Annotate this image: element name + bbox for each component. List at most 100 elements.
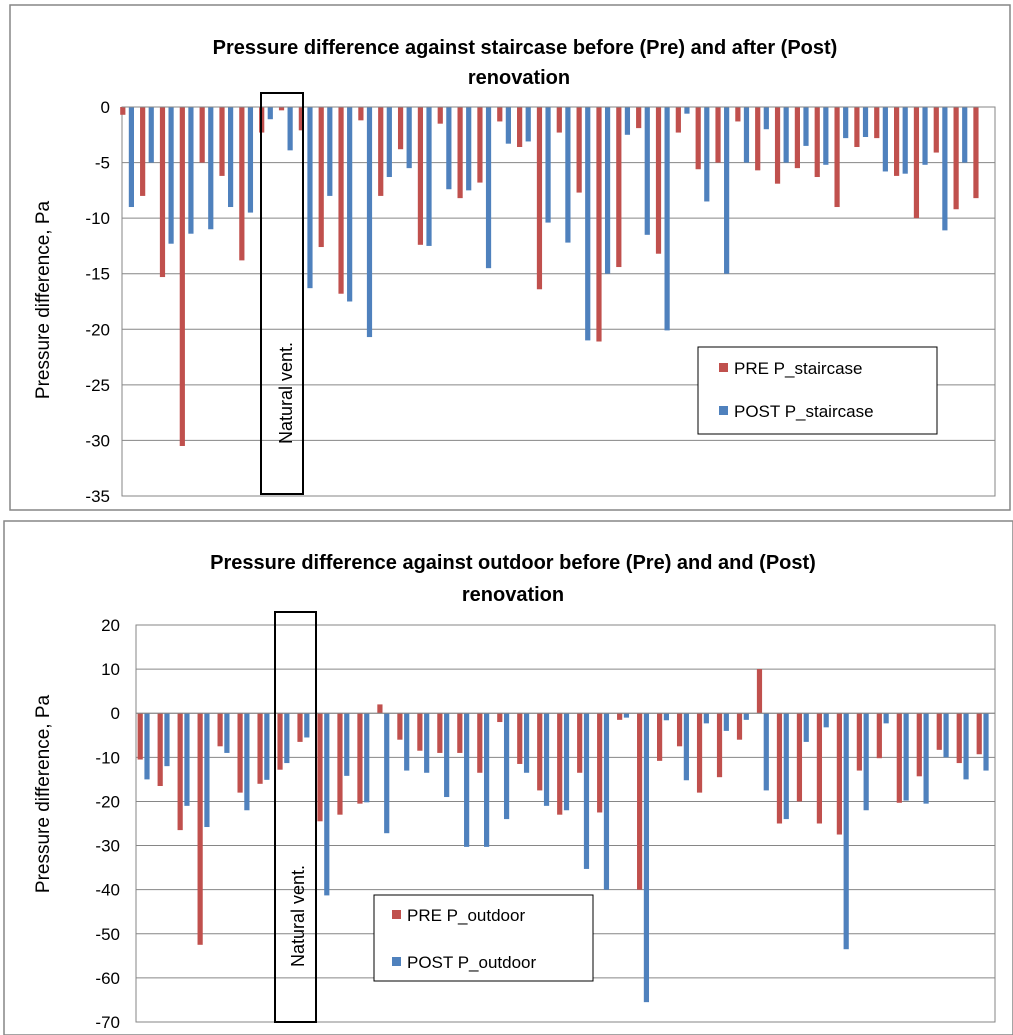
bar-pre (973, 107, 979, 199)
bar-pre (736, 713, 743, 740)
bar-pre (656, 713, 663, 761)
chart-title-line2: renovation (462, 584, 564, 606)
bar-pre (297, 713, 303, 742)
bar-pre (596, 107, 602, 342)
bar-pre (876, 713, 882, 759)
bar-pre (933, 107, 939, 153)
bar-pre (696, 713, 703, 793)
bar-post (903, 713, 909, 801)
bar-pre (556, 107, 562, 133)
bar-post (523, 713, 530, 773)
bar-pre (179, 107, 185, 446)
bar-post (466, 107, 472, 191)
bar-post (307, 107, 313, 289)
bar-post (763, 713, 769, 791)
legend-label-pre: PRE P_outdoor (407, 906, 525, 925)
annotation-box (274, 611, 317, 1023)
bar-pre (953, 107, 959, 210)
bar-pre (477, 713, 483, 773)
bar-post (424, 713, 430, 773)
bar-pre (856, 713, 862, 771)
bar-pre (137, 713, 143, 760)
bar-post (208, 107, 214, 230)
y-tick-label: -20 (85, 320, 110, 339)
bar-pre (219, 107, 225, 176)
bar-pre (120, 107, 126, 115)
legend-swatch-pre (719, 363, 728, 372)
y-tick-label: -25 (85, 376, 110, 395)
bar-pre (477, 107, 483, 183)
bar-pre (197, 713, 203, 945)
bar-post (683, 713, 689, 781)
bar-pre (576, 107, 582, 193)
bar-pre (417, 713, 423, 751)
y-tick-label: -10 (85, 209, 110, 228)
bar-pre (675, 107, 681, 133)
y-tick-label: -15 (85, 265, 110, 284)
bar-pre (814, 107, 820, 178)
bar-post (364, 713, 370, 803)
legend-staircase: PRE P_staircase POST P_staircase (697, 346, 938, 435)
natural-vent-annotation-staircase: Natural vent. (260, 92, 304, 495)
y-tick-label: -20 (95, 792, 120, 811)
bar-post (484, 713, 490, 847)
bar-post (983, 713, 989, 771)
bar-pre (874, 107, 880, 139)
y-tick-label: -35 (85, 487, 110, 506)
bar-post (267, 107, 273, 120)
bar-pre (338, 107, 344, 294)
bar-post (406, 107, 412, 169)
bar-post (224, 713, 230, 753)
y-tick-label: -70 (95, 1013, 120, 1032)
y-tick-label: 0 (101, 98, 110, 117)
bar-post (923, 713, 929, 804)
bar-post (344, 713, 350, 776)
bar-post (962, 107, 968, 163)
bar-post (823, 107, 829, 165)
bar-pre (776, 713, 783, 824)
bar-post (327, 107, 333, 196)
bar-pre (655, 107, 662, 254)
bar-pre (834, 107, 840, 208)
bar-post (843, 107, 849, 139)
bar-post (963, 713, 969, 780)
y-axis-label: Pressure difference, Pa (33, 694, 54, 893)
plot-area-outdoor: 20 10 0 -10 -20 -30 -40 -50 -60 -70 (95, 616, 996, 1032)
chart-title-line2: renovation (468, 67, 570, 89)
plot-border (135, 624, 996, 1023)
bar-pre (157, 713, 163, 787)
bar-post (663, 713, 669, 721)
bar-pre (239, 107, 245, 261)
bar-post (823, 713, 829, 728)
bar-post (545, 107, 551, 223)
bar-pre (537, 713, 543, 791)
bar-pre (794, 107, 800, 169)
bar-pre (896, 713, 902, 803)
bar-pre (936, 713, 942, 750)
bar-pre (177, 713, 183, 831)
bar-pre (916, 713, 922, 777)
bar-pre (695, 107, 701, 170)
bar-post (604, 107, 611, 274)
bar-pre (397, 713, 403, 740)
bar-post (565, 107, 571, 243)
bar-post (624, 107, 631, 135)
bar-pre (913, 107, 920, 219)
legend-label-pre: PRE P_staircase (734, 359, 863, 378)
bar-post (148, 107, 154, 163)
legend-swatch-post (719, 406, 728, 415)
bar-post (943, 713, 949, 758)
bar-pre (816, 713, 823, 824)
bar-pre (637, 713, 643, 890)
bar-post (603, 713, 610, 890)
bar-pre (237, 713, 243, 793)
plot-area-staircase: 0 -5 -10 -15 -20 -25 -30 -35 (85, 98, 996, 506)
bar-post (585, 107, 591, 341)
bar-post (902, 107, 908, 174)
annotation-label: Natural vent. (288, 865, 308, 967)
bar-post (583, 713, 590, 869)
bar-pre (715, 107, 721, 163)
annotation-box (260, 92, 304, 495)
bar-post (128, 107, 134, 208)
bar-post (164, 713, 170, 767)
